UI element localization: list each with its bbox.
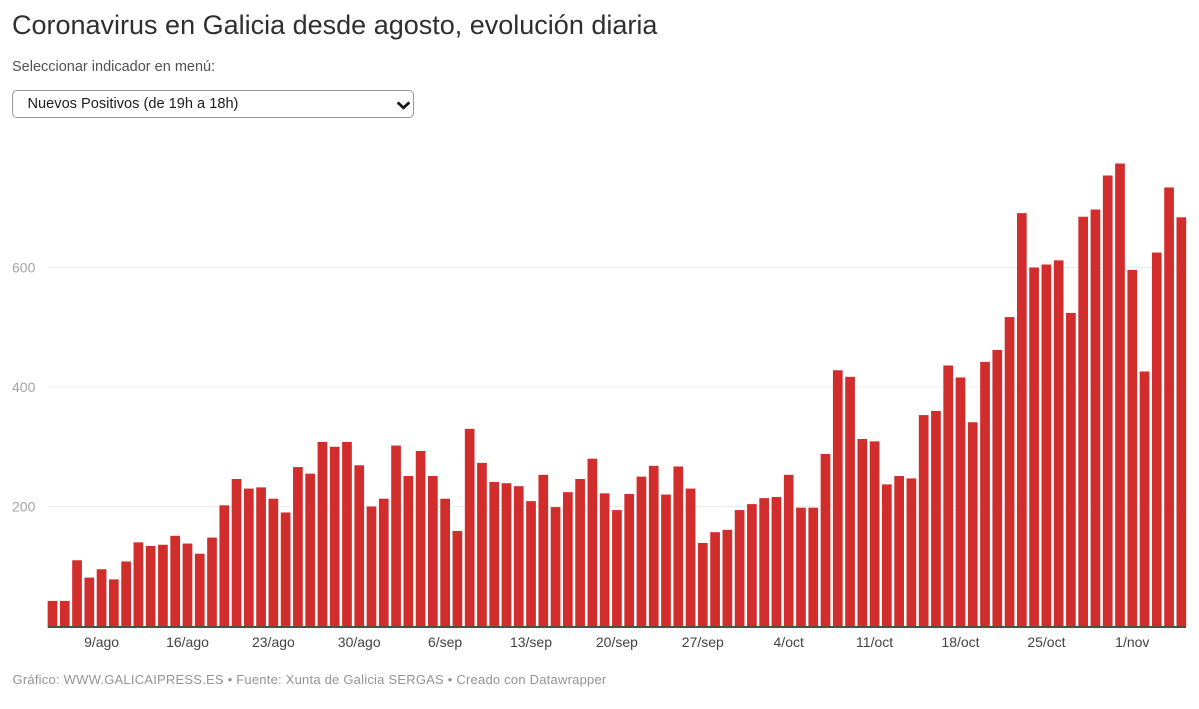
svg-text:18/oct: 18/oct bbox=[941, 634, 979, 650]
svg-text:30/ago: 30/ago bbox=[338, 634, 381, 650]
svg-text:400: 400 bbox=[12, 379, 36, 395]
svg-text:9/ago: 9/ago bbox=[84, 634, 119, 650]
svg-text:25/oct: 25/oct bbox=[1027, 634, 1065, 650]
svg-text:13/sep: 13/sep bbox=[510, 634, 552, 650]
svg-text:20/sep: 20/sep bbox=[596, 634, 638, 650]
svg-text:11/oct: 11/oct bbox=[856, 634, 893, 650]
svg-text:200: 200 bbox=[12, 499, 36, 515]
svg-text:600: 600 bbox=[12, 260, 36, 276]
svg-text:6/sep: 6/sep bbox=[428, 634, 462, 650]
svg-text:4/oct: 4/oct bbox=[774, 634, 804, 650]
svg-text:27/sep: 27/sep bbox=[682, 634, 724, 650]
svg-text:16/ago: 16/ago bbox=[166, 634, 209, 650]
svg-text:1/nov: 1/nov bbox=[1115, 634, 1149, 650]
svg-text:23/ago: 23/ago bbox=[252, 634, 295, 650]
